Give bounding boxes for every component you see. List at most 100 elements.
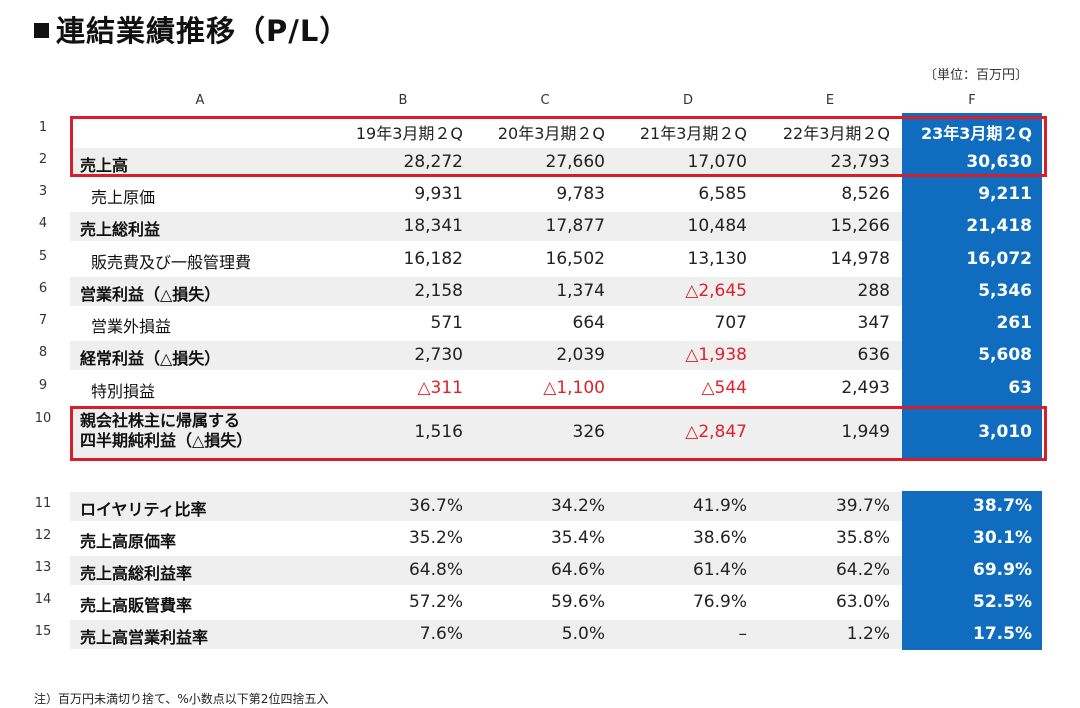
- value-cell-negative: △311: [417, 378, 463, 398]
- page-title-text: 連結業績推移（P/L）: [56, 14, 350, 48]
- value-cell: 61.4%: [692, 560, 747, 580]
- row-number: 6: [38, 281, 48, 296]
- value-cell-highlight: 52.5%: [973, 592, 1032, 612]
- value-cell: 64.8%: [408, 560, 463, 580]
- value-cell: 10,484: [687, 216, 747, 236]
- row-label: 販売費及び一般管理費: [91, 253, 252, 272]
- value-cell-highlight: 5,608: [978, 345, 1032, 365]
- row-band: [70, 620, 1042, 649]
- value-cell: 39.7%: [835, 496, 890, 516]
- value-cell-negative: △544: [701, 378, 747, 398]
- value-cell: 326: [572, 422, 605, 442]
- row-label: 売上原価: [91, 188, 156, 207]
- row-label: 売上高販管費率: [80, 596, 193, 615]
- value-cell: 16,182: [403, 249, 463, 269]
- square-bullet-icon: [34, 23, 49, 38]
- value-cell: 1.2%: [846, 624, 890, 644]
- column-letter-b: B: [398, 93, 408, 108]
- footnote: 注）百万円未満切り捨て、%小数点以下第2位四捨五入: [34, 692, 329, 706]
- row-band: [70, 556, 1042, 585]
- value-cell: 16,502: [545, 249, 605, 269]
- value-cell: 636: [857, 345, 890, 365]
- value-cell-highlight: 30,630: [966, 152, 1032, 172]
- row-number: 12: [34, 528, 52, 543]
- value-cell: 35.4%: [550, 528, 605, 548]
- row-number: 7: [38, 313, 48, 328]
- value-cell: 76.9%: [692, 592, 747, 612]
- value-cell: 1,949: [841, 422, 890, 442]
- period-header: 20年3月期２Q: [497, 124, 605, 143]
- value-cell: 36.7%: [408, 496, 463, 516]
- value-cell: 2,158: [414, 281, 463, 301]
- value-cell: 2,493: [841, 378, 890, 398]
- value-cell: 9,783: [556, 184, 605, 204]
- value-cell-negative: △2,645: [685, 281, 747, 301]
- value-cell-highlight: 261: [996, 313, 1033, 333]
- value-cell: 63.0%: [835, 592, 890, 612]
- value-cell: 571: [430, 313, 463, 333]
- value-cell: 64.2%: [835, 560, 890, 580]
- value-cell: 28,272: [403, 152, 463, 172]
- value-cell: 35.8%: [835, 528, 890, 548]
- value-cell: 9,931: [414, 184, 463, 204]
- row-label-line: 親会社株主に帰属する: [80, 411, 241, 430]
- value-cell-highlight: 30.1%: [973, 528, 1032, 548]
- value-cell-highlight: 9,211: [978, 184, 1032, 204]
- value-cell: 5.0%: [561, 624, 605, 644]
- value-cell: 35.2%: [408, 528, 463, 548]
- value-cell: 27,660: [545, 152, 605, 172]
- value-cell: 13,130: [687, 249, 747, 269]
- period-header: 22年3月期２Q: [782, 124, 890, 143]
- value-cell: 7.6%: [419, 624, 463, 644]
- value-cell: 64.6%: [550, 560, 605, 580]
- value-cell: 6,585: [698, 184, 747, 204]
- value-cell-highlight: 16,072: [966, 249, 1032, 269]
- column-letter-d: D: [682, 93, 693, 108]
- row-label: 営業利益（△損失）: [80, 285, 221, 304]
- column-letter-e: E: [825, 93, 835, 108]
- highlight-box-net-income: [70, 406, 1047, 461]
- value-cell: 34.2%: [550, 496, 605, 516]
- row-label: 経常利益（△損失）: [80, 349, 221, 368]
- column-letter-a: A: [195, 93, 205, 108]
- value-cell: –: [738, 624, 748, 644]
- value-cell: 41.9%: [692, 496, 747, 516]
- value-cell: 17,877: [545, 216, 605, 236]
- row-number: 2: [38, 152, 48, 167]
- row-label: 売上総利益: [80, 220, 161, 239]
- value-cell: 288: [857, 281, 890, 301]
- highlight-column-f: [902, 113, 1042, 650]
- row-label: 売上高営業利益率: [80, 628, 209, 647]
- value-cell: 1,516: [414, 422, 463, 442]
- row-number: 10: [34, 411, 52, 426]
- value-cell: 8,526: [841, 184, 890, 204]
- value-cell: 23,793: [830, 152, 890, 172]
- value-cell: 1,374: [556, 281, 605, 301]
- value-cell-highlight: 5,346: [978, 281, 1032, 301]
- row-band: [70, 341, 1042, 370]
- value-cell: 18,341: [403, 216, 463, 236]
- row-number: 8: [38, 345, 48, 360]
- value-cell: 2,039: [556, 345, 605, 365]
- value-cell-highlight: 17.5%: [973, 624, 1032, 644]
- row-label: 売上高: [80, 156, 129, 175]
- row-number: 13: [34, 560, 52, 575]
- row-label: 売上高原価率: [80, 532, 177, 551]
- value-cell-highlight: 63: [1008, 378, 1032, 398]
- period-header-highlight: 23年3月期２Q: [920, 124, 1032, 143]
- value-cell: 15,266: [830, 216, 890, 236]
- value-cell: 347: [857, 313, 890, 333]
- column-letter-f: F: [968, 93, 976, 108]
- row-number: 14: [34, 592, 52, 607]
- column-f-gap: [902, 461, 1042, 491]
- row-number: 1: [38, 120, 48, 135]
- column-letter-c: C: [540, 93, 550, 108]
- row-label: 親会社株主に帰属する 四半期純利益（△損失）: [80, 411, 252, 451]
- row-number: 3: [38, 184, 48, 199]
- value-cell-highlight: 3,010: [978, 422, 1032, 442]
- value-cell-highlight: 69.9%: [973, 560, 1032, 580]
- value-cell-negative: △2,847: [685, 422, 747, 442]
- value-cell: 38.6%: [692, 528, 747, 548]
- value-cell-negative: △1,100: [543, 378, 605, 398]
- highlight-box-sales: [70, 116, 1047, 177]
